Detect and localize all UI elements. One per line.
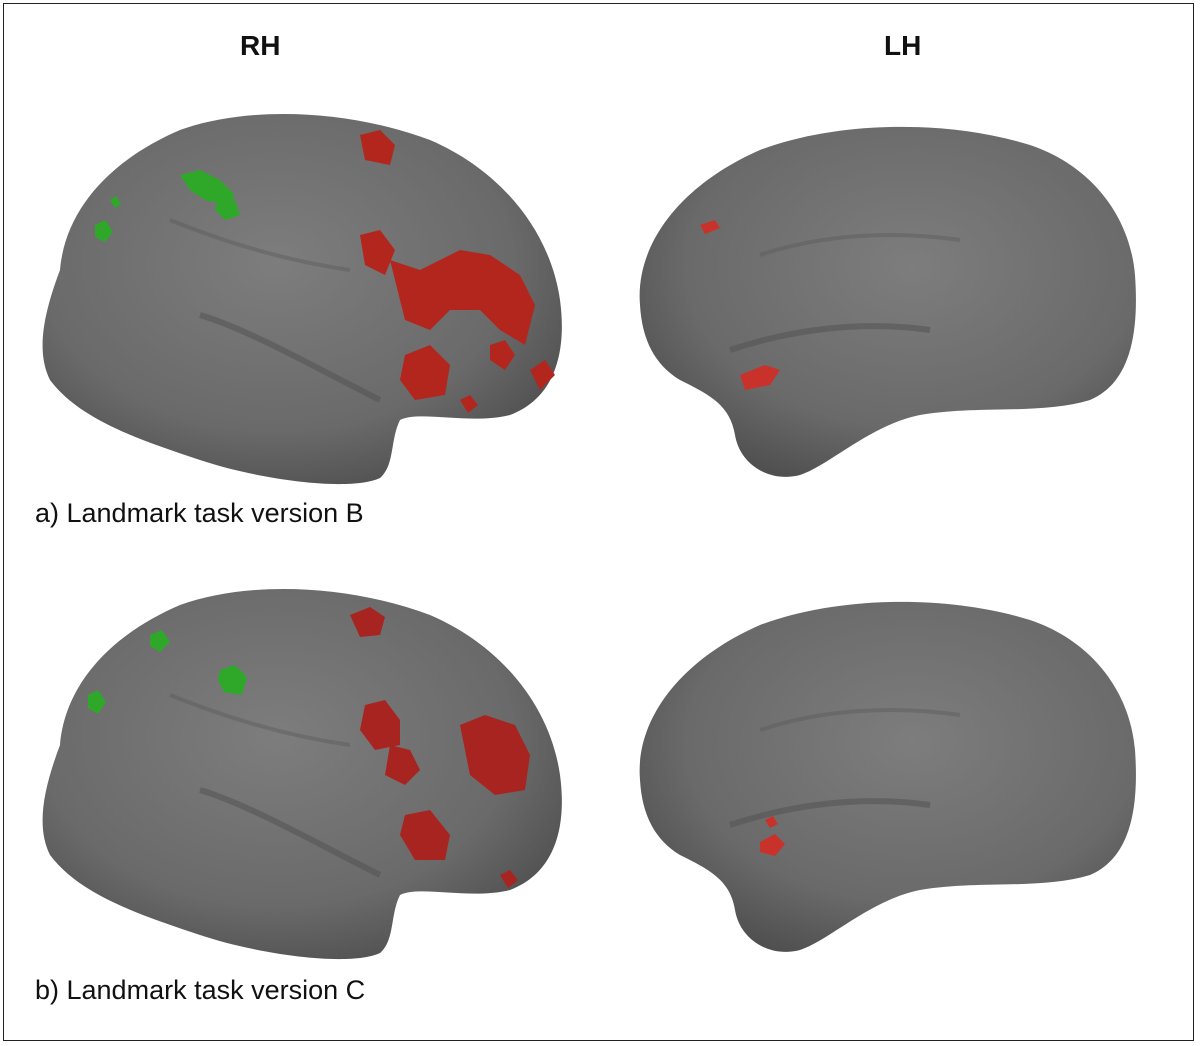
cortex-surface (639, 601, 1136, 952)
sylvian-fissure (729, 798, 931, 828)
caption-version-c: b) Landmark task version C (35, 975, 366, 1005)
green-activation (88, 630, 247, 714)
green-activation (95, 170, 240, 242)
cortex-surface (42, 588, 562, 960)
red-activation (360, 130, 555, 413)
brain-lh-version-b (639, 126, 1136, 477)
sylvian-fissure (729, 323, 931, 353)
red-activation (760, 816, 785, 856)
brain-rh-version-b (42, 113, 562, 485)
sylvian-fissure (199, 787, 382, 878)
red-activation (700, 220, 780, 390)
sylvian-fissure (199, 312, 382, 403)
rh-column-label: RH (240, 30, 281, 61)
brain-rh-version-c (42, 588, 562, 960)
lh-column-label: LH (884, 30, 922, 61)
cortex-surface (639, 126, 1136, 477)
red-activation (350, 607, 530, 888)
caption-version-b: a) Landmark task version B (35, 498, 364, 528)
brain-lh-version-c (639, 601, 1136, 952)
